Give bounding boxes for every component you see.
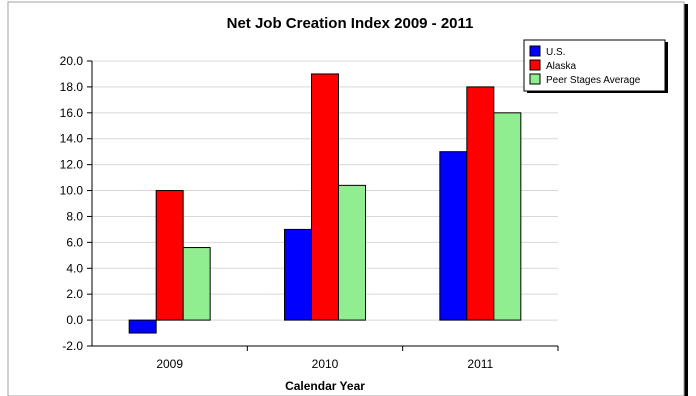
bar-peer-stages-average-2010	[338, 184, 366, 321]
bar-peer-stages-average-2009	[182, 247, 211, 321]
bar-peer-stages-average-2011	[493, 112, 522, 321]
axes	[87, 60, 559, 351]
x-tick-label: 2009	[156, 357, 183, 371]
y-tick-label: 0.0	[66, 313, 83, 327]
legend-box	[523, 39, 666, 92]
legend-label: U.S.	[546, 47, 565, 58]
y-tick-label: 12.0	[60, 158, 84, 172]
legend-swatch	[529, 45, 541, 57]
bar-u-s--2009	[128, 319, 157, 334]
y-tick-label: -2.0	[62, 339, 83, 353]
legend: U.S. Alaska Peer Stages Average	[523, 39, 668, 93]
x-axis-label: Calendar Year	[285, 379, 365, 393]
legend-label: Peer Stages Average	[546, 75, 641, 86]
legend-swatch	[529, 59, 541, 71]
chart-title: Net Job Creation Index 2009 - 2011	[227, 15, 474, 32]
y-tick-labels: -2.0 0.0 2.0 4.0 6.0 8.0 10.0 12.0 14.0 16.0 18.0 2…	[60, 54, 84, 353]
bar-u-s--2011	[439, 151, 468, 321]
bar-alaska-2011	[466, 86, 495, 321]
y-tick-label: 6.0	[66, 235, 83, 249]
bar-u-s--2010	[284, 228, 312, 321]
bar-alaska-2009	[155, 190, 184, 321]
y-tick-label: 4.0	[66, 261, 83, 275]
bars	[128, 73, 522, 334]
y-tick-label: 8.0	[66, 209, 83, 223]
y-tick-label: 20.0	[60, 54, 84, 68]
y-tick-label: 14.0	[60, 132, 84, 146]
legend-label: Alaska	[546, 61, 576, 72]
bar-alaska-2010	[311, 73, 339, 321]
y-tick-label: 10.0	[60, 184, 84, 198]
legend-swatch	[529, 73, 541, 85]
x-tick-label: 2011	[467, 357, 493, 371]
y-tick-label: 16.0	[60, 106, 84, 120]
x-tick-label: 2010	[312, 357, 339, 371]
y-tick-label: 18.0	[60, 80, 84, 94]
legend-items: U.S. Alaska Peer Stages Average	[529, 45, 641, 86]
x-tick-labels: 2009 2010 2011	[156, 357, 493, 371]
y-tick-label: 2.0	[66, 287, 83, 301]
